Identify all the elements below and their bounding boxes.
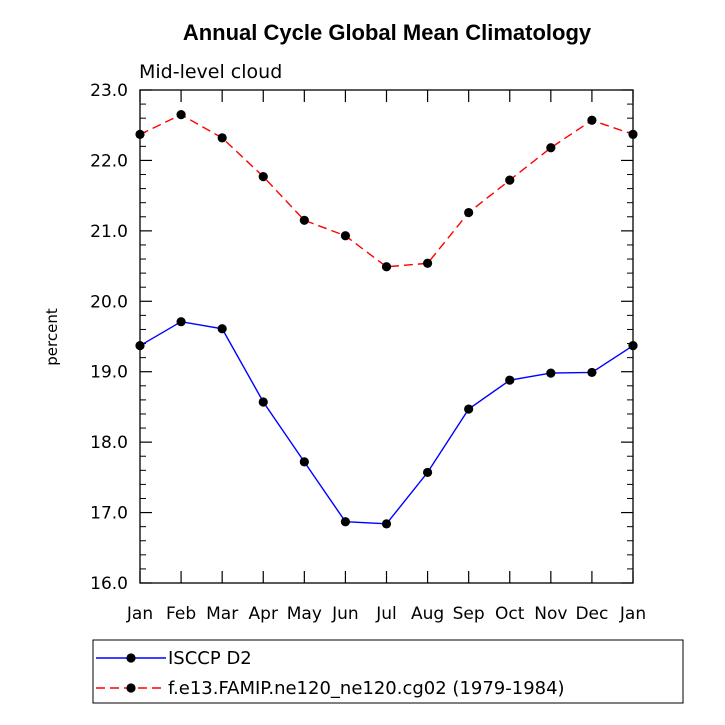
x-tick-label: Jul	[375, 604, 397, 624]
x-tick-label: Nov	[534, 604, 567, 624]
data-point	[381, 519, 392, 529]
legend-label: ISCCP D2	[168, 648, 252, 669]
data-point	[464, 207, 474, 218]
legend-marker	[126, 683, 136, 693]
data-point	[628, 341, 638, 351]
y-tick-label: 18.0	[90, 433, 128, 453]
data-point	[505, 375, 515, 385]
x-tick-label: Oct	[495, 604, 525, 624]
series-0	[135, 317, 638, 529]
legend-entry-0: ISCCP D2	[96, 648, 252, 669]
data-point	[464, 404, 474, 414]
data-point	[135, 129, 145, 139]
y-axis-label: percent	[43, 308, 61, 366]
data-point	[381, 262, 392, 272]
y-tick-label: 16.0	[90, 574, 128, 594]
plot-frame	[139, 89, 634, 584]
data-point	[546, 143, 556, 153]
data-point	[299, 457, 309, 467]
data-point	[340, 231, 351, 241]
x-tick-label: Jun	[331, 604, 359, 624]
series-line	[139, 320, 634, 525]
chart-subtitle: Mid-level cloud	[139, 61, 282, 83]
axis-ticks	[139, 89, 634, 584]
y-tick-label: 19.0	[90, 363, 128, 383]
x-tick-label: Feb	[166, 604, 196, 624]
legend-marker	[126, 653, 136, 663]
data-point	[587, 367, 597, 378]
data-point	[176, 110, 186, 120]
data-point	[422, 467, 433, 478]
legend-label: f.e13.FAMIP.ne120_ne120.cg02 (1979-1984)	[168, 678, 565, 699]
x-tick-label: Jan	[126, 604, 153, 624]
y-tick-label: 23.0	[90, 81, 128, 101]
data-point	[546, 368, 556, 378]
x-tick-label: Sep	[453, 604, 485, 624]
legend: ISCCP D2 f.e13.FAMIP.ne120_ne120.cg02 (19…	[92, 639, 684, 704]
x-tick-label: Aug	[411, 604, 444, 624]
chart-title: Annual Cycle Global Mean Climatology	[183, 20, 592, 45]
series-line	[139, 113, 634, 268]
data-point	[135, 341, 145, 351]
series-1	[135, 110, 638, 272]
y-tick-label: 21.0	[90, 222, 128, 242]
y-tick-labels: 16.0 17.0 18.0 19.0 20.0 21.0 22.0 23.0	[90, 81, 128, 594]
x-tick-label: May	[287, 604, 322, 624]
data-point	[217, 133, 227, 143]
data-point	[587, 115, 597, 125]
legend-items: ISCCP D2 f.e13.FAMIP.ne120_ne120.cg02 (19…	[96, 648, 565, 699]
data-series	[135, 110, 638, 529]
data-point	[176, 317, 186, 327]
legend-box	[92, 639, 684, 704]
data-point	[258, 397, 268, 407]
data-point	[628, 129, 638, 139]
data-point	[422, 258, 433, 268]
x-tick-labels: Jan Feb Mar Apr May Jun Jul Aug Sep Oct Nov Dec Jan	[126, 604, 646, 624]
data-point	[258, 172, 268, 182]
y-tick-label: 17.0	[90, 504, 128, 524]
data-point	[217, 324, 227, 334]
y-tick-label: 22.0	[90, 151, 128, 171]
x-tick-label: Dec	[575, 604, 608, 624]
x-tick-label: Jan	[619, 604, 646, 624]
x-tick-label: Mar	[206, 604, 238, 624]
data-point	[340, 517, 351, 527]
legend-entry-1: f.e13.FAMIP.ne120_ne120.cg02 (1979-1984)	[96, 678, 565, 699]
data-point	[299, 215, 309, 225]
y-tick-label: 20.0	[90, 292, 128, 312]
x-tick-label: Apr	[249, 604, 278, 624]
data-point	[505, 175, 515, 185]
